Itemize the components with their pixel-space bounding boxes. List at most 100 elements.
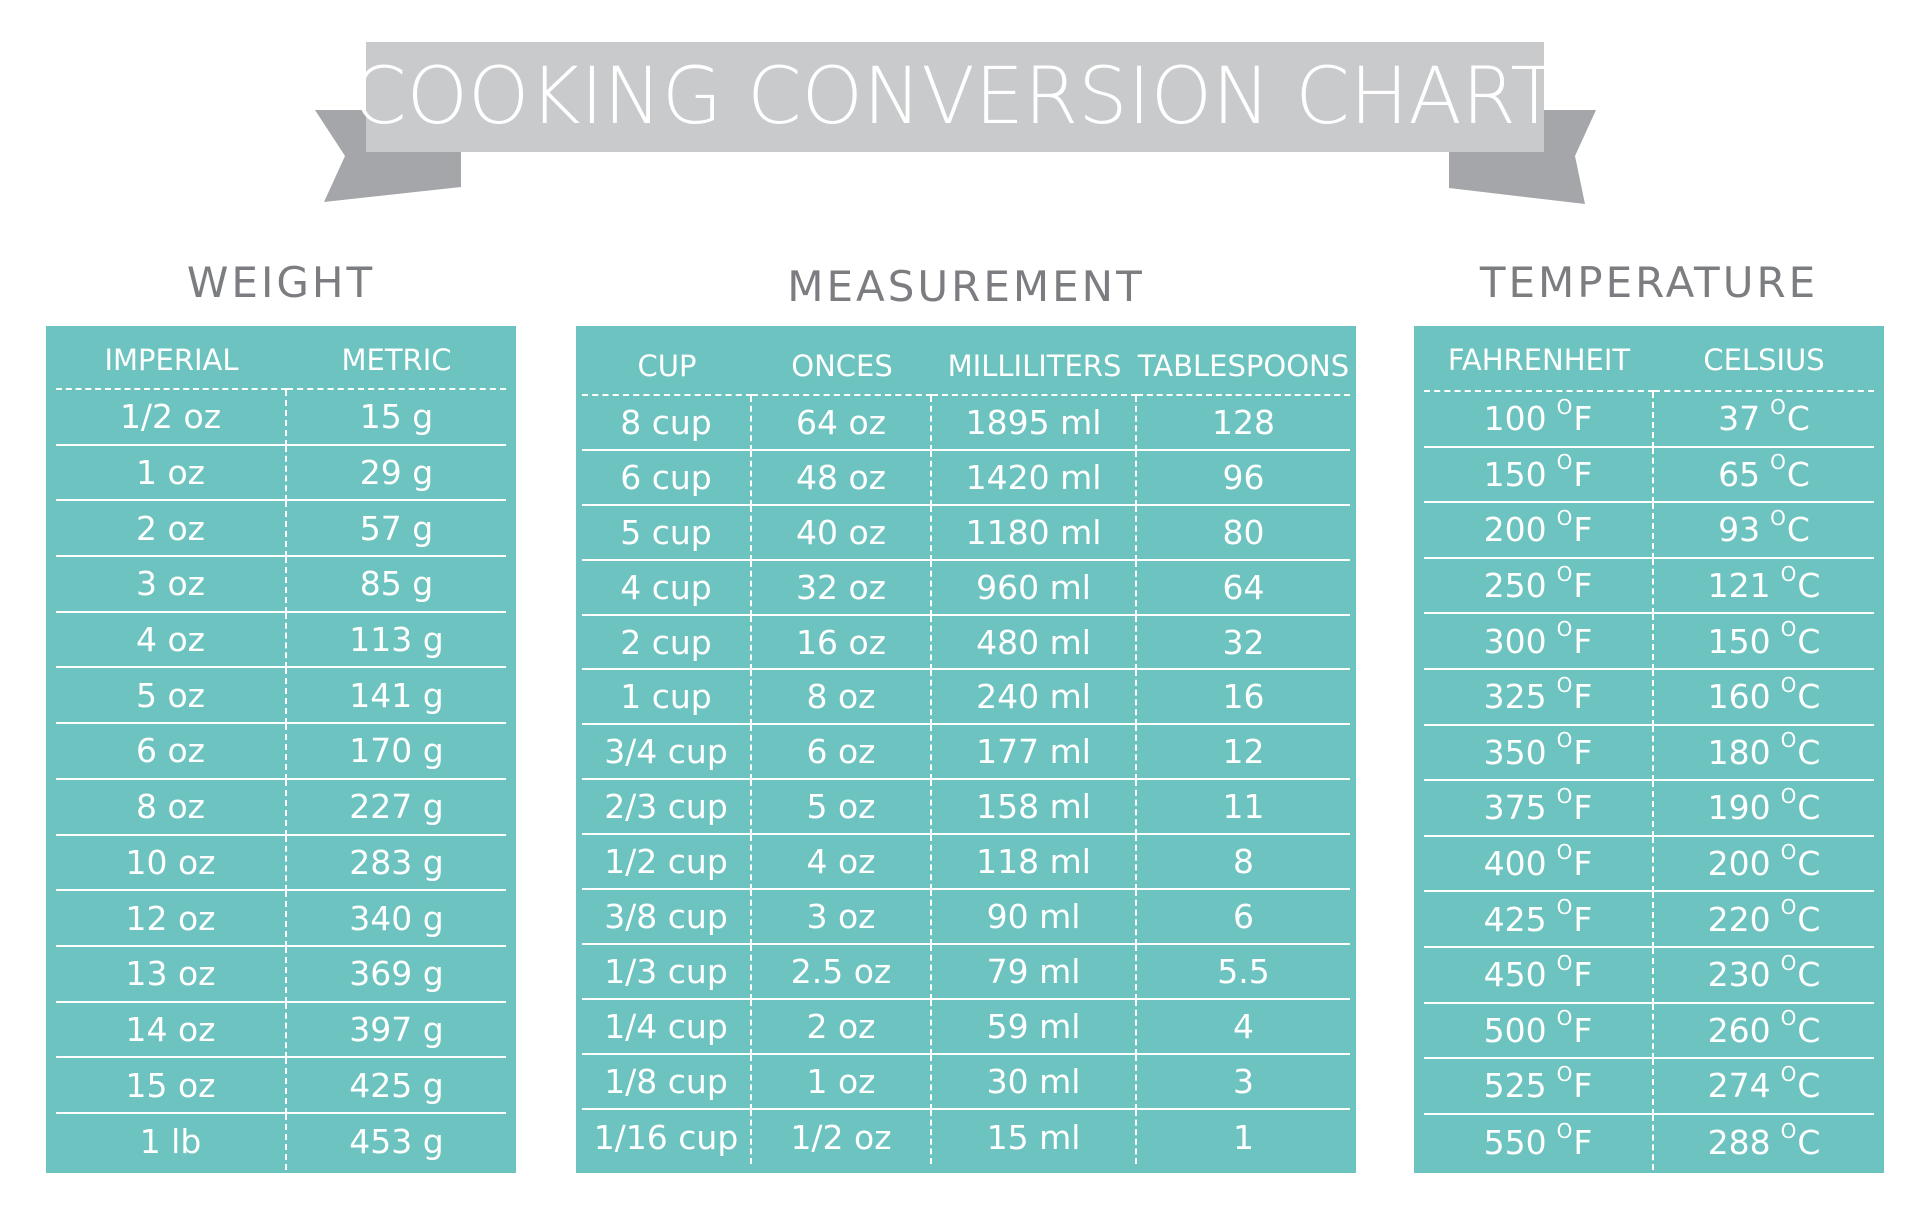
imperial-cell: 1/2 oz (56, 390, 287, 446)
unit-label: F (1573, 510, 1593, 550)
unit-label: F (1573, 1123, 1593, 1163)
onces-cell: 32 oz (752, 560, 932, 616)
celsius-value: 121 (1707, 566, 1771, 606)
unit-label: C (1797, 844, 1821, 884)
fahrenheit-value: 425 (1483, 899, 1547, 939)
celsius-cell: 220 O C (1654, 892, 1874, 948)
metric-cell: 453 g (349, 1122, 444, 1162)
celsius-value: 260 (1707, 1010, 1771, 1050)
page-title: COOKING CONVERSION CHART (352, 52, 1558, 142)
celsius-value: 274 (1707, 1066, 1771, 1106)
cup-cell: 1/4 cup (582, 999, 752, 1055)
celsius-value: 200 (1707, 844, 1771, 884)
fahrenheit-cell: 200 O F (1424, 503, 1654, 559)
onces-cell: 16 oz (752, 615, 932, 671)
degree-mark: O (1556, 617, 1573, 642)
metric-cell: 141 g (287, 668, 506, 725)
milliliters-cell: 59 ml (932, 999, 1137, 1055)
milliliters-cell: 240 ml (932, 670, 1137, 726)
degree-mark: O (1780, 783, 1797, 808)
degree-mark: O (1556, 394, 1573, 419)
unit-label: C (1797, 955, 1821, 995)
unit-label: F (1573, 955, 1593, 995)
celsius-cell: 65 O C (1654, 448, 1874, 504)
cup-cell: 4 cup (582, 560, 752, 616)
cup-cell: 3/4 cup (582, 725, 752, 781)
unit-label: F (1573, 677, 1593, 717)
unit-label: C (1797, 788, 1821, 828)
fahrenheit-cell: 450 O F (1424, 947, 1654, 1004)
celsius-cell: 260 O C (1654, 1004, 1874, 1060)
imperial-cell: 6 oz (56, 724, 287, 780)
fahrenheit-value: 500 (1483, 1010, 1547, 1050)
tablespoons-cell: 12 (1137, 725, 1350, 781)
fahrenheit-cell: 525 O F (1424, 1059, 1654, 1115)
fahrenheit-cell: 325 O F (1424, 669, 1654, 726)
unit-label: F (1573, 844, 1593, 884)
unit-label: C (1797, 732, 1821, 772)
fahrenheit-cell: 300 O F (1424, 614, 1654, 670)
degree-mark: O (1556, 672, 1573, 697)
degree-mark: O (1556, 895, 1573, 920)
measurement-table: CUP ONCES MILLILITERS TABLESPOONS 8 cup 6… (576, 326, 1356, 1173)
header-milliliters: MILLILITERS (932, 338, 1137, 396)
degree-mark: O (1556, 1118, 1573, 1143)
degree-mark: O (1556, 783, 1573, 808)
unit-label: F (1573, 621, 1593, 661)
degree-mark: O (1556, 450, 1573, 475)
degree-mark: O (1770, 450, 1786, 475)
metric-cell: 340 g (287, 891, 506, 947)
metric-cell: 57 g (287, 501, 506, 558)
tablespoons-cell: 32 (1137, 616, 1350, 671)
degree-mark: O (1556, 728, 1573, 753)
unit-label: C (1797, 899, 1821, 939)
celsius-value: 230 (1707, 955, 1771, 995)
weight-section-title: WEIGHT (186, 258, 376, 307)
unit-label: F (1573, 899, 1593, 939)
measurement-grid: CUP ONCES MILLILITERS TABLESPOONS 8 cup 6… (582, 338, 1350, 1165)
header-imperial: IMPERIAL (56, 331, 287, 390)
header-fahrenheit: FAHRENHEIT (1424, 330, 1654, 392)
fahrenheit-value: 450 (1483, 955, 1547, 995)
degree-mark: O (1780, 561, 1797, 586)
degree-mark: O (1556, 505, 1573, 530)
fahrenheit-cell: 100 O F (1424, 392, 1654, 448)
fahrenheit-cell: 375 O F (1424, 781, 1654, 837)
degree-mark: O (1556, 839, 1573, 864)
milliliters-cell: 1180 ml (932, 505, 1137, 561)
fahrenheit-cell: 500 O F (1424, 1003, 1654, 1060)
cup-cell: 1/2 cup (582, 835, 752, 891)
tablespoons-cell: 64 (1137, 561, 1350, 616)
celsius-value: 93 (1718, 510, 1761, 550)
metric-cell: 227 g (287, 780, 506, 836)
onces-cell: 3 oz (752, 890, 932, 945)
celsius-value: 288 (1707, 1123, 1771, 1163)
metric-cell: 85 g (287, 557, 506, 613)
onces-cell: 40 oz (752, 505, 932, 561)
unit-label: F (1573, 732, 1593, 772)
fahrenheit-value: 400 (1483, 844, 1547, 884)
cup-cell: 1/3 cup (582, 944, 752, 1000)
tablespoons-cell: 11 (1137, 780, 1350, 836)
header-metric: METRIC (287, 331, 506, 390)
unit-label: F (1573, 454, 1593, 494)
milliliters-cell: 1420 ml (932, 450, 1137, 506)
unit-label: F (1573, 788, 1593, 828)
unit-label: F (1573, 1066, 1593, 1106)
celsius-value: 180 (1707, 732, 1771, 772)
celsius-value: 37 (1718, 399, 1761, 439)
metric-cell: 369 g (287, 947, 506, 1003)
onces-cell: 2 oz (752, 999, 932, 1055)
ribbon-graphic (315, 42, 1596, 204)
tablespoons-cell: 8 (1137, 835, 1350, 891)
tablespoons-cell: 16 (1137, 670, 1350, 726)
metric-cell: 29 g (287, 446, 506, 502)
degree-mark: O (1556, 950, 1573, 975)
celsius-cell: 200 O C (1654, 837, 1874, 893)
cup-cell: 6 cup (582, 450, 752, 506)
unit-label: C (1786, 510, 1810, 550)
imperial-cell: 5 oz (56, 668, 287, 725)
imperial-cell: 15 oz (56, 1058, 287, 1114)
